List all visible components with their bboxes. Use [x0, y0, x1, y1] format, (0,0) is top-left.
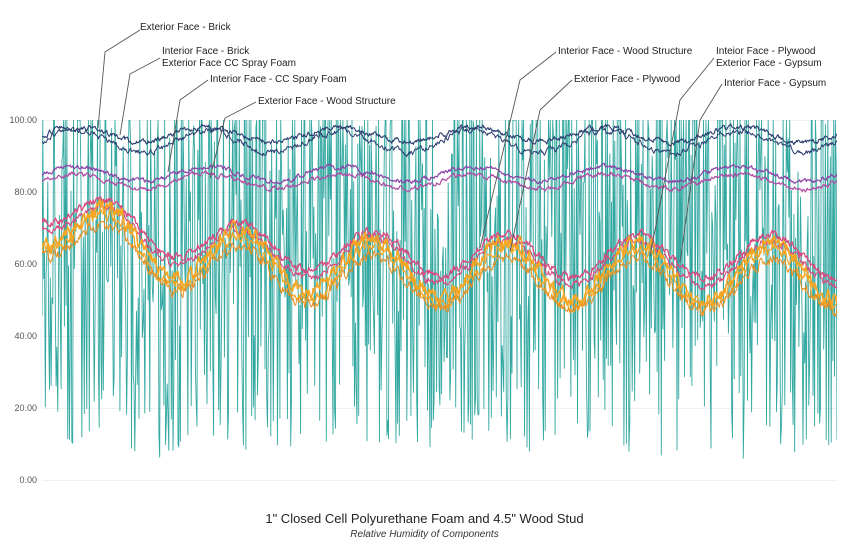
annotation-label: Inteior Face - Plywood Exterior Face - G…	[716, 46, 822, 70]
ytick-label: 0.00	[3, 475, 37, 485]
annotation-label: Exterior Face - Plywood	[574, 74, 680, 86]
annotation-label: Exterior Face - Brick	[140, 22, 231, 34]
gridline	[42, 480, 837, 481]
plot-area	[42, 120, 837, 480]
annotation-label: Interior Face - Wood Structure	[558, 46, 692, 58]
annotation-label: Exterior Face - Wood Structure	[258, 96, 396, 108]
annotation-leader	[98, 30, 140, 128]
humidity-chart: 0.00 20.00 40.00 60.00 80.00 100.00 Exterior …	[0, 0, 849, 550]
ytick-label: 60.00	[3, 259, 37, 269]
ytick-label: 40.00	[3, 331, 37, 341]
ytick-label: 100.00	[3, 115, 37, 125]
annotation-label: Interior Face - Brick Exterior Face CC S…	[162, 46, 296, 70]
ytick-label: 20.00	[3, 403, 37, 413]
ytick-label: 80.00	[3, 187, 37, 197]
series-ext-brick	[42, 120, 837, 458]
chart-subtitle: Relative Humidity of Components	[0, 529, 849, 540]
annotation-label: Interior Face - Gypsum	[724, 78, 826, 90]
chart-title: 1" Closed Cell Polyurethane Foam and 4.5…	[0, 511, 849, 526]
annotation-label: Interior Face - CC Spary Foam	[210, 74, 347, 86]
